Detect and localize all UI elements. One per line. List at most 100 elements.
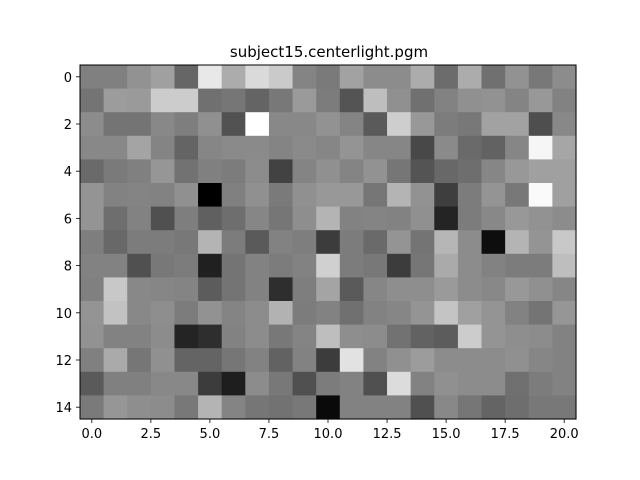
heatmap-cell xyxy=(127,301,152,326)
heatmap-cell xyxy=(80,324,105,349)
heatmap-cell xyxy=(387,65,412,90)
heatmap-cell xyxy=(150,65,176,90)
y-tick-label: 8 xyxy=(64,260,72,275)
heatmap-cell xyxy=(103,65,128,90)
heatmap-cell xyxy=(552,230,577,255)
heatmap-cell xyxy=(245,159,270,184)
heatmap-cell xyxy=(80,230,105,255)
chart-title: subject15.centerlight.pgm xyxy=(230,43,428,61)
heatmap-cell xyxy=(103,230,128,255)
x-tick-label: 2.5 xyxy=(141,427,162,442)
heatmap-cell xyxy=(127,183,152,208)
heatmap-cell xyxy=(174,183,199,208)
heatmap-cell xyxy=(245,301,270,326)
heatmap-cell xyxy=(316,301,341,326)
heatmap-cell xyxy=(552,395,577,420)
heatmap-cell xyxy=(552,112,577,137)
heatmap-cell xyxy=(245,253,270,278)
heatmap-cell xyxy=(103,253,128,278)
heatmap-cell xyxy=(221,88,246,113)
heatmap-cell xyxy=(127,112,152,137)
heatmap-cell xyxy=(363,253,388,278)
heatmap-cell xyxy=(103,112,128,137)
heatmap-cell xyxy=(198,324,223,349)
heatmap-cell xyxy=(457,348,483,373)
heatmap-cell xyxy=(103,88,128,113)
heatmap-cell xyxy=(80,277,105,302)
heatmap-cell xyxy=(387,371,412,396)
heatmap-cell xyxy=(174,88,199,113)
heatmap-cell xyxy=(505,88,530,113)
heatmap-cell xyxy=(481,159,506,184)
heatmap-cell xyxy=(221,183,246,208)
heatmap-cell xyxy=(221,348,246,373)
heatmap-cell xyxy=(505,112,530,137)
heatmap-cell xyxy=(457,230,483,255)
heatmap-cell xyxy=(127,395,152,420)
heatmap-cell xyxy=(316,135,341,160)
heatmap-cell xyxy=(387,395,412,420)
heatmap-cell xyxy=(245,65,270,90)
heatmap-cell xyxy=(103,183,128,208)
heatmap-cell xyxy=(505,348,530,373)
heatmap-cell xyxy=(363,348,388,373)
heatmap-cell xyxy=(268,348,294,373)
heatmap-cell xyxy=(292,371,317,396)
heatmap-cell xyxy=(434,206,459,231)
heatmap-cell xyxy=(292,183,317,208)
heatmap-cell xyxy=(387,324,412,349)
heatmap-cell xyxy=(174,135,199,160)
heatmap-cell xyxy=(481,395,506,420)
heatmap-cell xyxy=(363,206,388,231)
heatmap-cell xyxy=(481,301,506,326)
heatmap-cell xyxy=(80,206,105,231)
heatmap-cell xyxy=(505,183,530,208)
heatmap-cell xyxy=(528,65,553,90)
heatmap-cell xyxy=(127,206,152,231)
heatmap-cell xyxy=(434,230,459,255)
heatmap-cell xyxy=(174,65,199,90)
heatmap-cell xyxy=(552,277,577,302)
heatmap-cell xyxy=(339,65,365,90)
heatmap-cell xyxy=(292,253,317,278)
heatmap-cell xyxy=(174,395,199,420)
heatmap-cell xyxy=(245,324,270,349)
heatmap-cell xyxy=(316,230,341,255)
heatmap-cell xyxy=(434,253,459,278)
heatmap-cell xyxy=(457,277,483,302)
heatmap-cell xyxy=(103,301,128,326)
heatmap-cell xyxy=(103,324,128,349)
heatmap-cell xyxy=(292,159,317,184)
heatmap-cell xyxy=(505,371,530,396)
heatmap-cell xyxy=(80,112,105,137)
heatmap-cell xyxy=(552,183,577,208)
heatmap-cell xyxy=(505,206,530,231)
heatmap-cell xyxy=(387,183,412,208)
heatmap-cell xyxy=(150,135,176,160)
heatmap-cell xyxy=(127,135,152,160)
heatmap-cell xyxy=(387,88,412,113)
heatmap-cell xyxy=(268,135,294,160)
heatmap-cell xyxy=(387,348,412,373)
heatmap-cell xyxy=(198,135,223,160)
heatmap-cell xyxy=(457,206,483,231)
heatmap-cell xyxy=(127,277,152,302)
heatmap-cell xyxy=(528,206,553,231)
heatmap-cell xyxy=(174,230,199,255)
heatmap-cell xyxy=(363,183,388,208)
heatmap-cell xyxy=(80,135,105,160)
heatmap-cell xyxy=(410,183,435,208)
heatmap-cell xyxy=(387,253,412,278)
heatmap-cell xyxy=(552,371,577,396)
heatmap-cell xyxy=(410,324,435,349)
heatmap-cells xyxy=(80,65,577,420)
heatmap-cell xyxy=(198,301,223,326)
heatmap-cell xyxy=(457,135,483,160)
heatmap-cell xyxy=(80,159,105,184)
heatmap-cell xyxy=(150,324,176,349)
heatmap-cell xyxy=(434,324,459,349)
heatmap-cell xyxy=(80,65,105,90)
x-tick-label: 5.0 xyxy=(200,427,221,442)
heatmap-cell xyxy=(268,277,294,302)
heatmap-cell xyxy=(198,88,223,113)
